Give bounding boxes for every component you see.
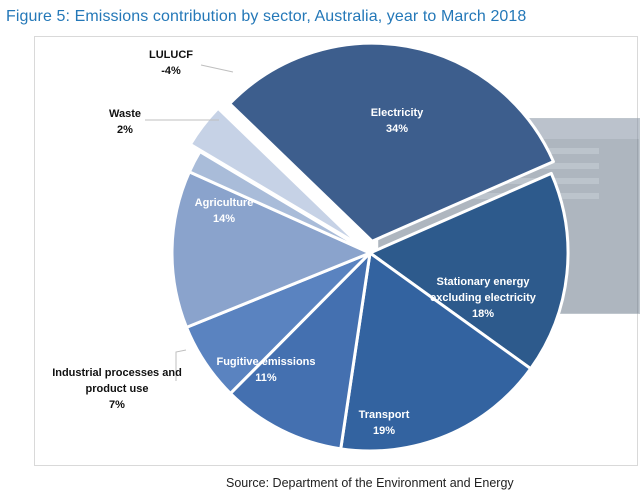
slice-name-industrial: Industrial processes and [52,367,182,379]
slice-value-lulucf: -4% [161,65,181,77]
pie-slice-lulucf [188,106,362,248]
slice-label-transport: Transport 19% [359,409,410,437]
slice-value-electricity: 34% [386,123,408,135]
leader-line-lulucf [200,64,234,73]
slice-label-waste: Waste 2% [109,108,141,136]
slice-label-fugitive: Fugitive emissions 11% [216,356,315,384]
pie-slice-stationary [368,171,570,371]
slice-value-stationary: 18% [472,308,494,320]
slice-name-stationary: Stationary energy [437,276,531,288]
slice-label-lulucf: LULUCF -4% [149,49,193,77]
slice-value-industrial: 7% [109,399,125,411]
overlay-line [389,193,599,199]
slice-value-fugitive: 11% [255,372,277,384]
slice-value-transport: 19% [373,425,395,437]
slice-value-agriculture: 14% [213,213,235,225]
labels-group: Electricity 34% Stationary energy excluding… [52,49,537,437]
slice-label-industrial: Industrial processes and product use 7% [52,367,182,411]
pie-slice-fugitive [228,251,372,451]
slice-name-electricity: Electricity [371,107,424,119]
slices-group [170,41,570,453]
slice-name-waste: Waste [109,108,141,120]
slice-name-fugitive: Fugitive emissions [216,356,315,368]
slice-label-agriculture: Agriculture 14% [195,197,254,225]
leader-line-industrial [175,349,187,381]
slice-name-industrial: product use [86,383,149,395]
slice-name-lulucf: LULUCF [149,49,193,61]
slice-name-stationary: excluding electricity [430,292,537,304]
slice-label-electricity: Electricity 34% [371,107,424,135]
slice-name-transport: Transport [359,409,410,421]
source-note: Source: Department of the Environment an… [226,476,514,490]
pie-slice-agriculture [170,170,372,329]
figure-title: Figure 5: Emissions contribution by sect… [6,8,527,25]
pie-slice-electricity [228,41,555,243]
slice-label-stationary: Stationary energy excluding electricity 18… [430,276,537,320]
pie-slice-transport [339,251,533,453]
slice-name-agriculture: Agriculture [195,197,254,209]
slice-value-waste: 2% [117,124,133,136]
